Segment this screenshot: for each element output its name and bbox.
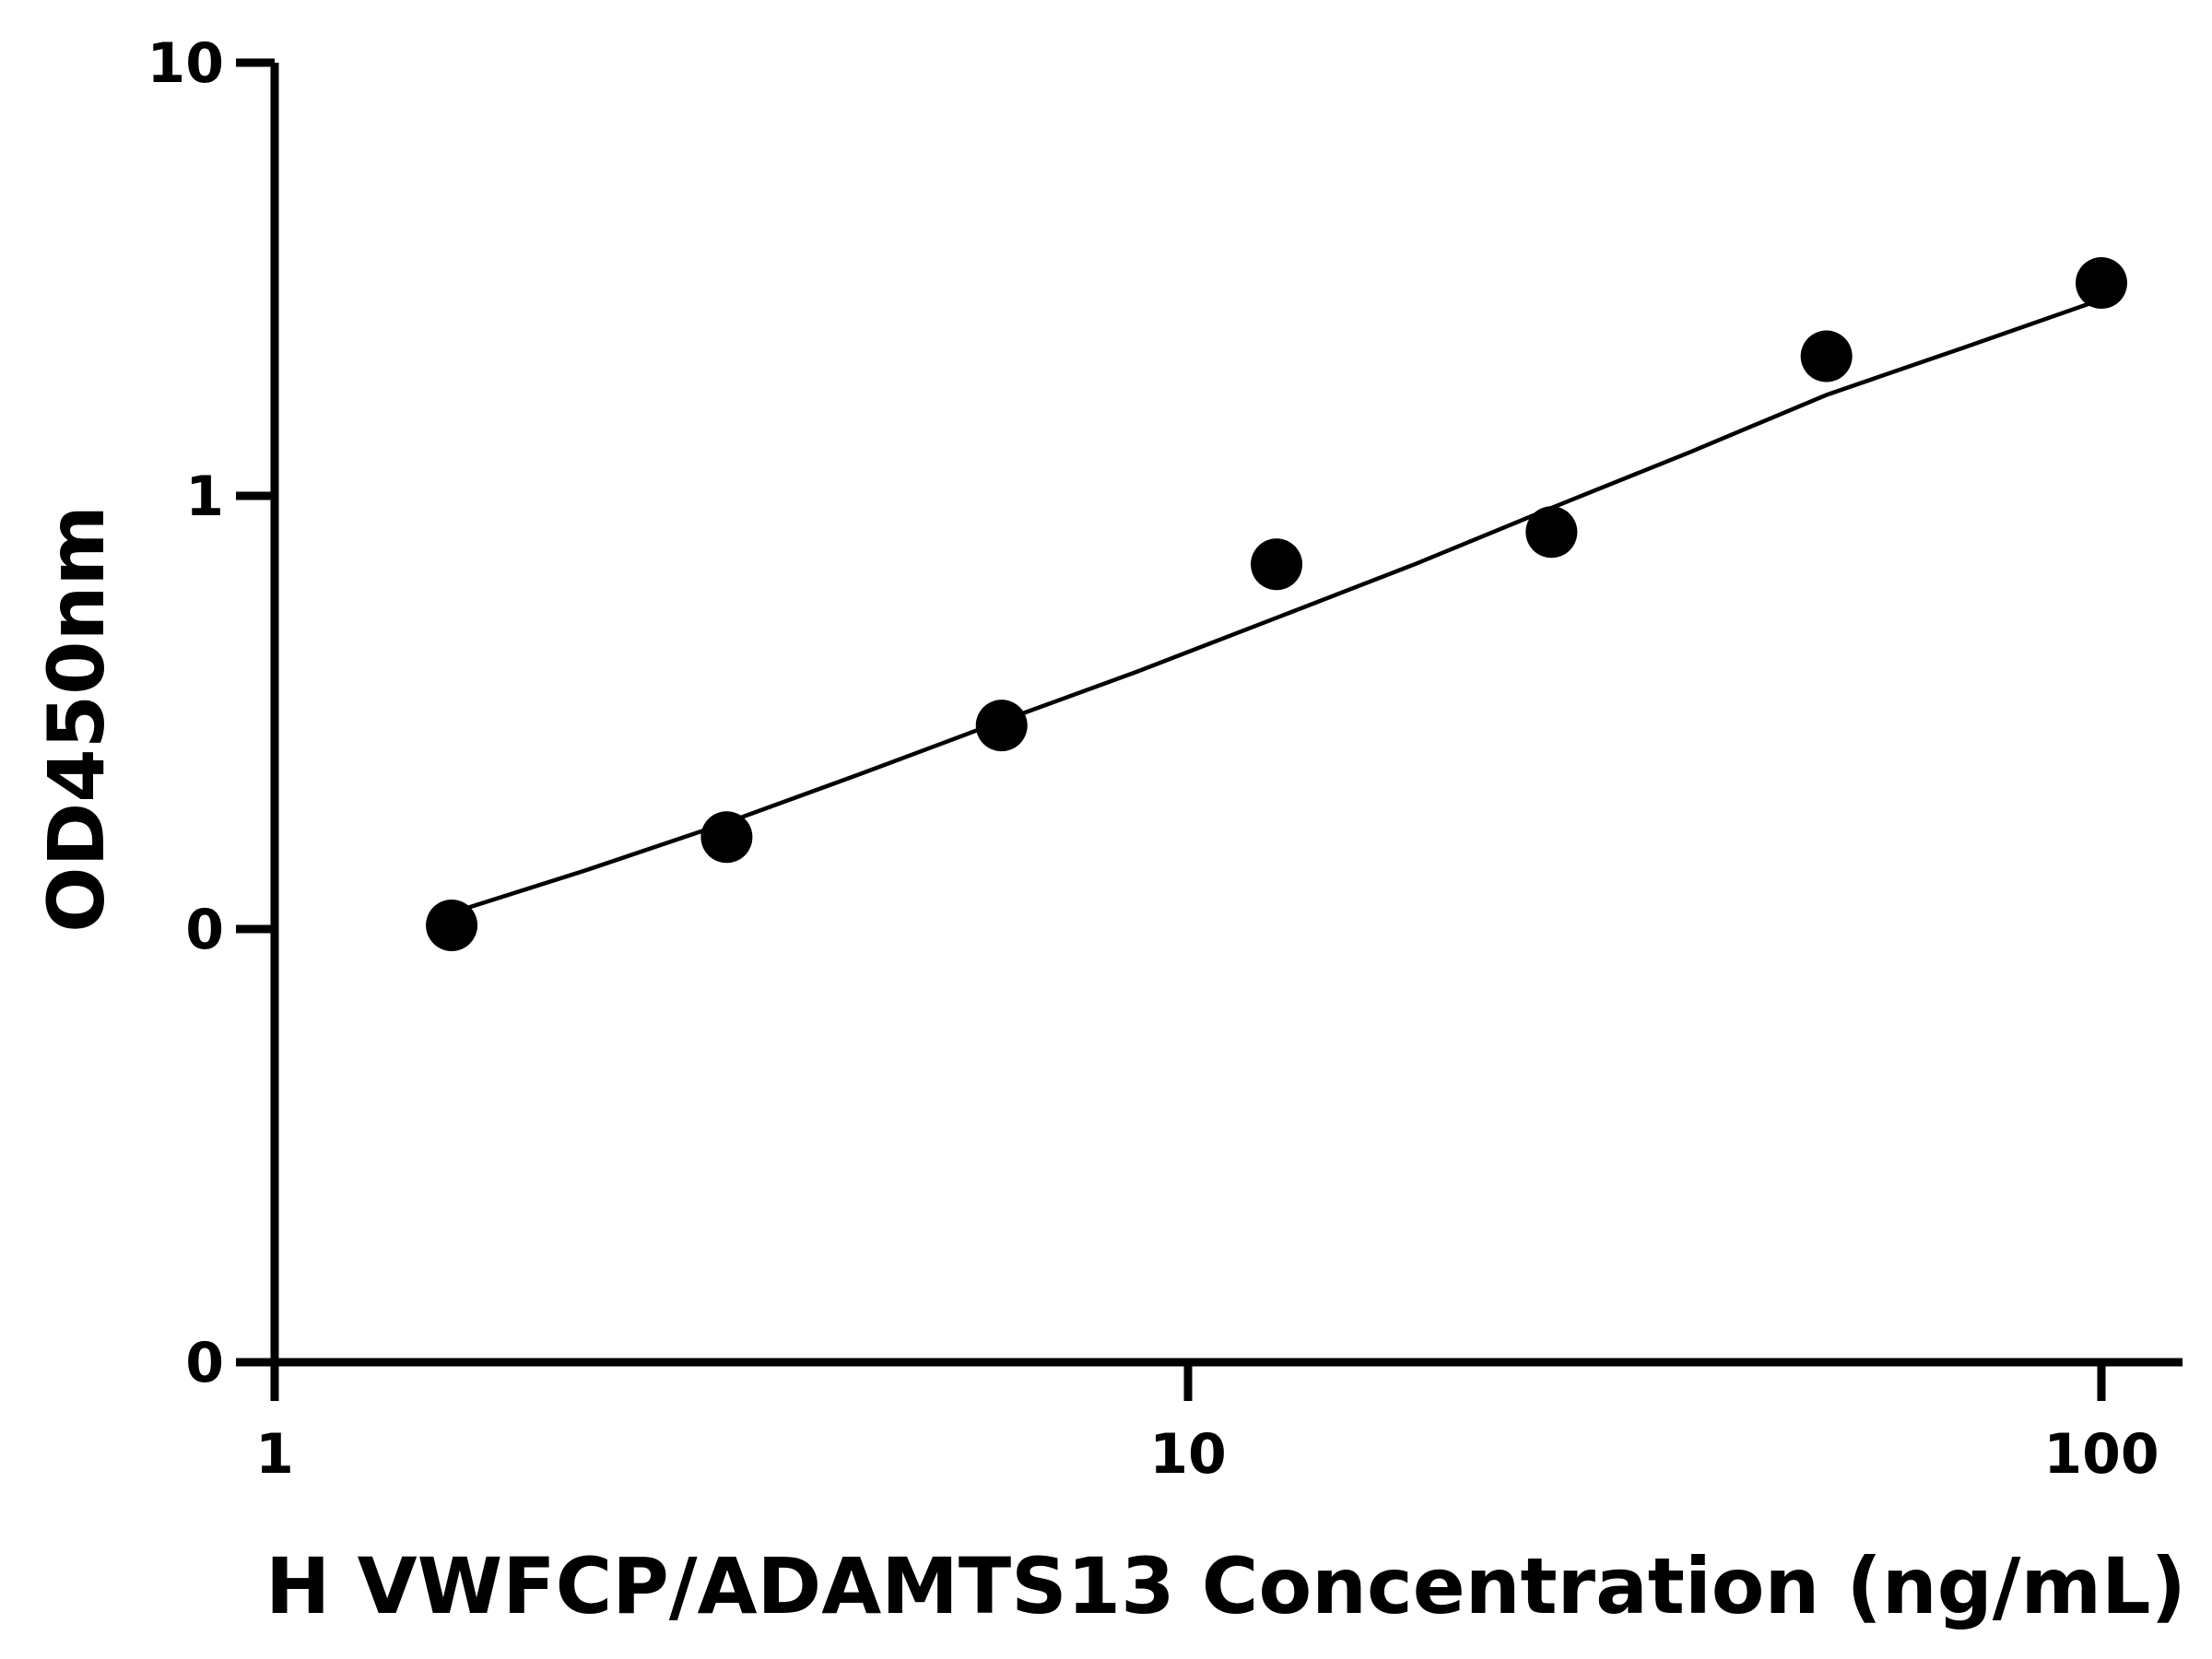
data-point [426, 899, 478, 951]
data-point [975, 700, 1028, 752]
x-tick-label: 1 [255, 1422, 294, 1487]
data-point [1251, 538, 1303, 591]
y-axis-title: OD450nm [31, 505, 122, 933]
data-points [426, 257, 2127, 951]
y-tick-label: 10 [147, 31, 225, 96]
data-point [700, 811, 753, 864]
x-axis-ticks: 1 10 100 [255, 1362, 2159, 1487]
x-tick-label: 10 [1149, 1422, 1227, 1487]
y-tick-label: 0 [185, 898, 224, 962]
y-axis-ticks: 0 0 1 10 [147, 31, 275, 1395]
data-point [2076, 257, 2127, 310]
data-point [1525, 506, 1578, 559]
y-tick-label: 1 [185, 465, 224, 529]
y-tick-label: 0 [185, 1331, 224, 1395]
x-axis-title: H VWFCP/ADAMTS13 Concentration (ng/mL) [265, 1541, 2186, 1631]
data-point [1800, 330, 1853, 382]
fit-curve [451, 297, 2102, 915]
x-tick-label: 100 [2043, 1422, 2159, 1487]
